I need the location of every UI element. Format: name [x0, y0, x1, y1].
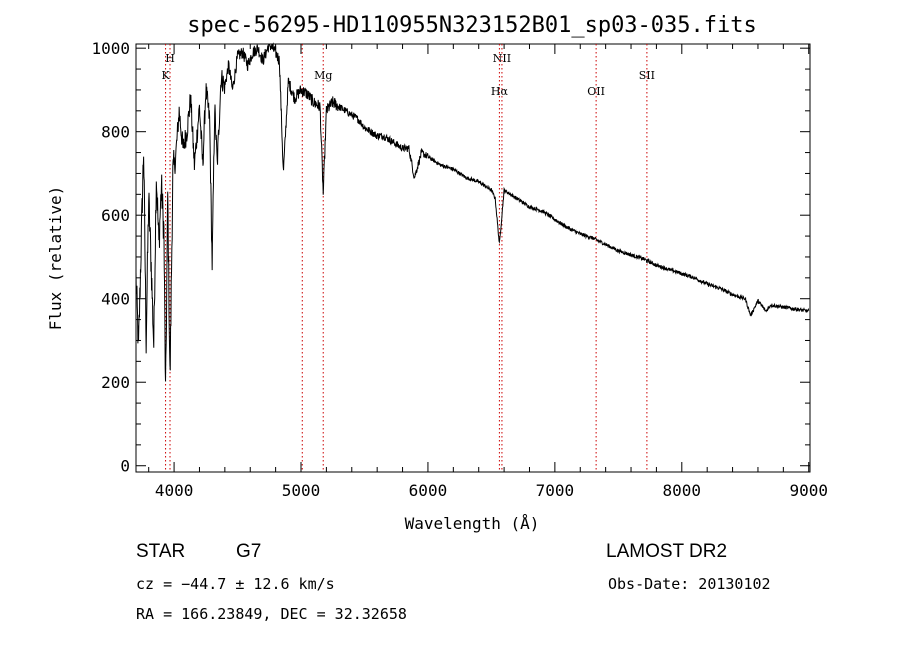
y-axis-label: Flux (relative)	[46, 186, 65, 331]
object-type: STAR	[136, 541, 186, 562]
spectral-subclass: G7	[236, 541, 262, 562]
coordinates: RA = 166.23849, DEC = 32.32658	[136, 605, 407, 623]
survey-name: LAMOST DR2	[606, 541, 728, 562]
x-axis-label: Wavelength (Å)	[405, 514, 540, 533]
spectral-line-markers: HK Mg NII Hα OII SII	[161, 44, 655, 472]
marker-label-2: Mg	[314, 69, 332, 82]
y-axis-ticks: 0 200 400 600 800 1000	[91, 39, 810, 476]
x-tick-label-8000: 8000	[663, 481, 702, 500]
marker-label-1: K	[161, 69, 170, 82]
y-tick-label-400: 400	[101, 290, 130, 309]
x-tick-label-5000: 5000	[282, 481, 321, 500]
spectrum-line	[135, 42, 810, 382]
marker-label-0: H	[165, 52, 175, 65]
y-tick-label-0: 0	[120, 457, 130, 476]
marker-label-6: SII	[639, 69, 655, 82]
plot-frame	[135, 43, 811, 473]
y-tick-label-200: 200	[101, 373, 130, 392]
y-tick-label-800: 800	[101, 123, 130, 142]
obs-date: Obs-Date: 20130102	[608, 575, 771, 593]
spectrum-series	[135, 42, 810, 382]
chart-title: spec-56295-HD110955N323152B01_sp03-035.f…	[187, 13, 757, 38]
marker-label-3: NII	[493, 52, 511, 65]
y-tick-label-1000: 1000	[91, 39, 130, 58]
redshift-value: cz = −44.7 ± 12.6 km/s	[136, 575, 335, 593]
x-axis-ticks: 4000 5000 6000 7000 8000 9000	[148, 44, 828, 500]
marker-label-4: Hα	[491, 85, 509, 98]
y-tick-label-600: 600	[101, 206, 130, 225]
x-tick-label-6000: 6000	[409, 481, 448, 500]
x-tick-label-7000: 7000	[536, 481, 575, 500]
x-tick-label-9000: 9000	[789, 481, 828, 500]
x-tick-label-4000: 4000	[155, 481, 194, 500]
marker-label-5: OII	[587, 85, 605, 98]
